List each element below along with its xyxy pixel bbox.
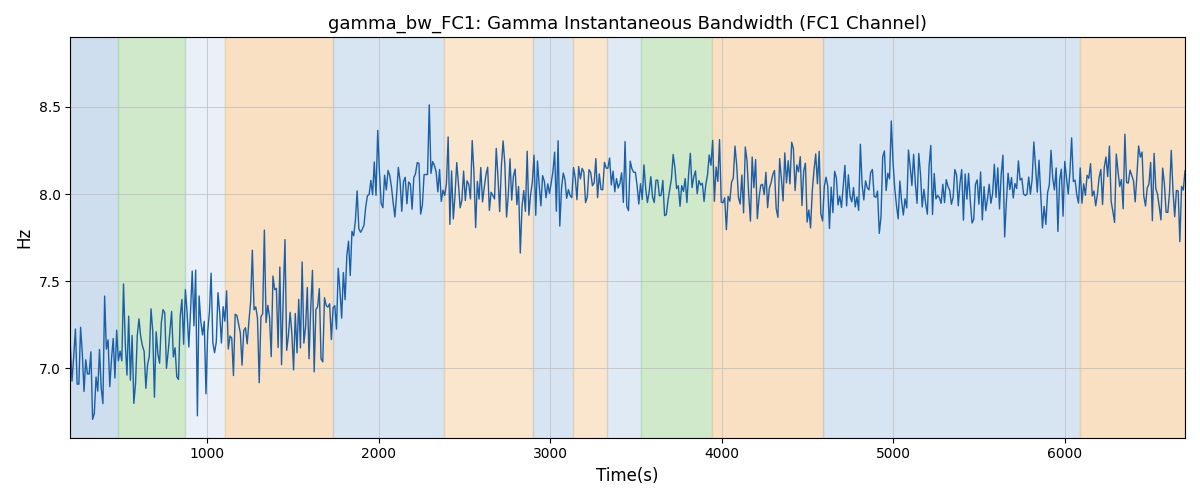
Bar: [185, 38, 224, 438]
Bar: [119, 38, 185, 438]
Bar: [641, 38, 712, 438]
Bar: [823, 38, 1080, 438]
Bar: [533, 38, 572, 438]
Bar: [712, 38, 823, 438]
Bar: [224, 38, 332, 438]
Y-axis label: Hz: Hz: [16, 227, 34, 248]
Title: gamma_bw_FC1: Gamma Instantaneous Bandwidth (FC1 Channel): gamma_bw_FC1: Gamma Instantaneous Bandwi…: [328, 15, 928, 34]
Bar: [572, 38, 607, 438]
Bar: [607, 38, 641, 438]
X-axis label: Time(s): Time(s): [596, 467, 659, 485]
Bar: [71, 38, 119, 438]
Bar: [332, 38, 444, 438]
Bar: [1080, 38, 1186, 438]
Bar: [444, 38, 533, 438]
